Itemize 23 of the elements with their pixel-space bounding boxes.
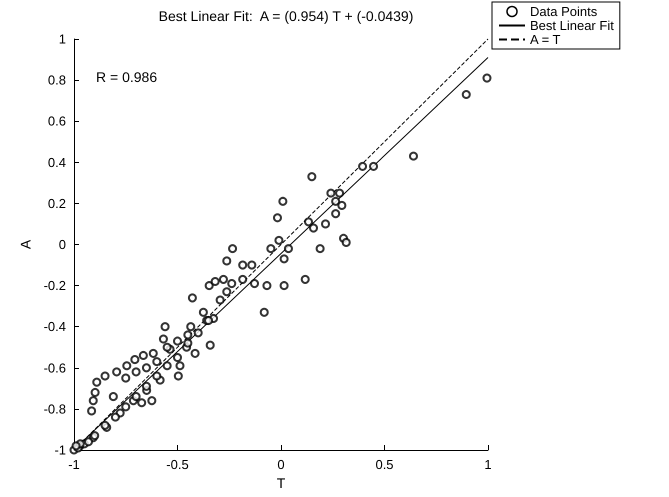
- legend-label: Best Linear Fit: [530, 18, 614, 33]
- x-axis-title: T: [276, 474, 286, 491]
- y-tick-label: -0.4: [44, 319, 66, 334]
- y-axis-title: A: [18, 239, 34, 250]
- y-tick-label: 0.4: [48, 154, 66, 170]
- y-tick-label: 0.2: [48, 196, 66, 211]
- x-tick-label: -1: [68, 457, 80, 472]
- x-tick-label: 0.5: [375, 457, 394, 472]
- y-tick-label: -0.2: [44, 278, 66, 294]
- legend-label: Data Points: [530, 4, 598, 19]
- x-tick-label: 0: [277, 457, 285, 472]
- y-tick-label: 0: [58, 237, 66, 252]
- y-tick-label: 1: [58, 32, 66, 46]
- y-tick-label: 0.6: [48, 114, 66, 129]
- y-tick-label: -0.8: [44, 401, 66, 416]
- y-tick-label: 0.8: [48, 72, 66, 88]
- x-tick-label: 1: [484, 457, 492, 472]
- y-tick-label: -0.6: [44, 360, 66, 376]
- annotation: R = 0.986: [96, 69, 158, 85]
- legend-label: A = T: [530, 32, 561, 47]
- chart-title: Best Linear Fit: A = (0.954) T + (-0.0439): [158, 8, 414, 24]
- y-tick-label: -1: [54, 442, 66, 458]
- x-tick-label: -0.5: [166, 457, 189, 472]
